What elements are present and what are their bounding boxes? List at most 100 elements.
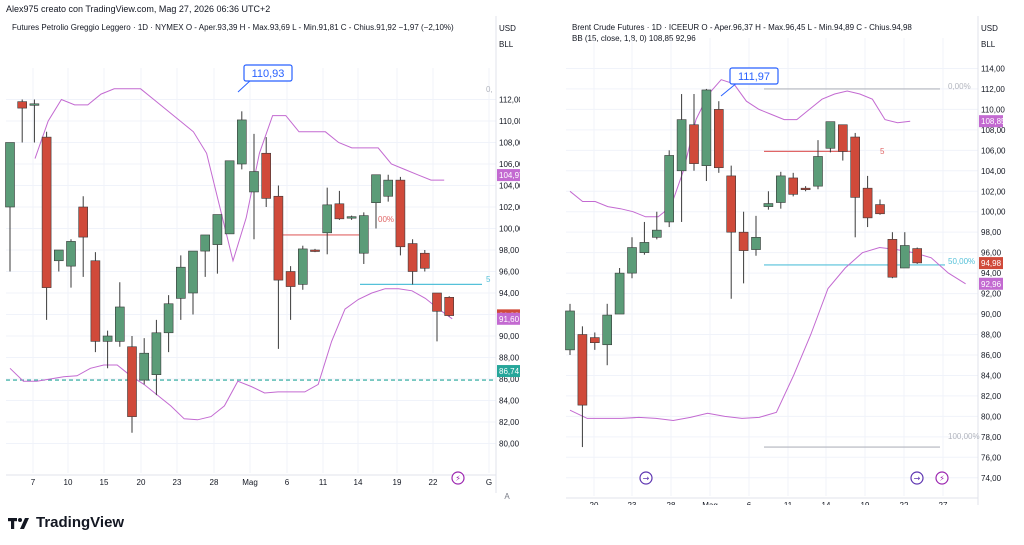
candle[interactable] — [53, 249, 64, 272]
price-tag: 92,96 — [979, 277, 1003, 290]
candle[interactable] — [29, 99, 40, 143]
candle[interactable] — [115, 282, 125, 347]
candle[interactable] — [850, 132, 861, 238]
candle[interactable] — [151, 319, 162, 396]
event-icon-split[interactable]: → — [910, 471, 924, 485]
candle[interactable] — [689, 94, 699, 171]
x-tick-label: 27 — [939, 501, 948, 505]
bollinger-upper-band[interactable] — [34, 88, 445, 263]
candle[interactable] — [90, 252, 101, 353]
candle[interactable] — [577, 326, 588, 448]
chart-header: Futures Petrolio Greggio Leggero · 1D · … — [12, 23, 454, 32]
candle[interactable] — [652, 211, 662, 240]
candle[interactable] — [176, 255, 186, 320]
candle[interactable] — [444, 296, 455, 317]
candle[interactable] — [565, 303, 575, 355]
chart-panel-crude-oil[interactable]: Futures Petrolio Greggio Leggero · 1D · … — [0, 0, 520, 505]
candle[interactable] — [714, 101, 724, 173]
candle-body — [775, 175, 786, 203]
y-tick-label: 76,00 — [981, 453, 1002, 462]
candle[interactable] — [590, 332, 600, 350]
candle[interactable] — [899, 232, 910, 269]
x-tick-label: 22 — [900, 501, 909, 505]
y-tick-label: 78,00 — [981, 433, 1002, 442]
x-tick-label: 14 — [354, 478, 363, 487]
candle-body — [664, 155, 674, 223]
candle[interactable] — [139, 338, 149, 385]
candle[interactable] — [407, 239, 418, 285]
bollinger-lower-band[interactable] — [569, 246, 966, 422]
candle[interactable] — [78, 196, 88, 277]
candle[interactable] — [273, 185, 284, 349]
candle[interactable] — [212, 214, 223, 274]
candle[interactable] — [788, 172, 799, 197]
candle[interactable] — [41, 131, 52, 320]
candle[interactable] — [664, 150, 674, 228]
candle-body — [249, 171, 259, 193]
candle[interactable] — [602, 303, 612, 366]
candle-body — [285, 271, 296, 287]
candle[interactable] — [285, 266, 296, 320]
candle[interactable] — [334, 190, 345, 220]
candle[interactable] — [738, 211, 749, 284]
candle[interactable] — [200, 234, 210, 277]
candle[interactable] — [322, 187, 333, 255]
bollinger-upper-band[interactable] — [569, 79, 911, 218]
price-tag-text: 94,98 — [981, 259, 1002, 268]
candle-body — [432, 292, 442, 312]
candle[interactable] — [775, 171, 786, 209]
candle[interactable] — [875, 199, 885, 215]
candle[interactable] — [825, 121, 836, 153]
y-tick-label: 102,00 — [499, 203, 520, 212]
candle[interactable] — [66, 239, 76, 288]
candle[interactable] — [395, 176, 406, 256]
pane-label-a[interactable]: A — [504, 492, 510, 501]
candle[interactable] — [912, 247, 923, 264]
candle[interactable] — [837, 124, 848, 161]
candle[interactable] — [102, 330, 113, 369]
candle[interactable] — [862, 175, 873, 228]
candle[interactable] — [887, 232, 898, 279]
candle[interactable] — [346, 215, 357, 220]
event-icon-dividend[interactable]: ⚡ — [935, 471, 949, 485]
candle[interactable] — [627, 237, 637, 279]
candle-body — [273, 195, 284, 281]
candle[interactable] — [17, 99, 28, 143]
candle[interactable] — [639, 221, 650, 255]
callout-box — [729, 67, 779, 85]
candle[interactable] — [297, 245, 308, 290]
bollinger-lower-band[interactable] — [9, 288, 453, 421]
candle[interactable] — [676, 94, 687, 222]
candle[interactable] — [800, 186, 811, 192]
candle[interactable] — [261, 137, 272, 207]
candle[interactable] — [763, 191, 774, 210]
candle[interactable] — [813, 140, 823, 190]
candle-body — [800, 187, 811, 190]
candle[interactable] — [419, 250, 430, 272]
event-icon-split[interactable]: → — [639, 471, 653, 485]
candle[interactable] — [188, 250, 198, 315]
candle[interactable] — [224, 160, 235, 235]
candle[interactable] — [249, 133, 259, 240]
candle[interactable] — [432, 292, 442, 342]
candle[interactable] — [163, 295, 174, 353]
tradingview-logo[interactable]: TradingView — [8, 514, 124, 531]
price-tag-text: 108,85 — [981, 117, 1006, 126]
candle-body — [17, 101, 28, 109]
candle[interactable] — [5, 142, 15, 272]
candle[interactable] — [358, 212, 369, 264]
candle[interactable] — [127, 336, 137, 433]
max-price-callout[interactable]: 111,97 — [720, 67, 779, 97]
candle[interactable] — [371, 174, 381, 229]
candle[interactable] — [237, 111, 247, 170]
candle[interactable] — [701, 88, 712, 182]
max-price-callout[interactable]: 110,93 — [237, 64, 293, 93]
candle[interactable] — [614, 268, 625, 315]
event-icon-dividend[interactable]: ⚡ — [451, 471, 465, 485]
candle-body — [577, 334, 588, 406]
candle[interactable] — [310, 248, 320, 253]
candle[interactable] — [726, 165, 736, 299]
candle[interactable] — [751, 215, 761, 256]
candle[interactable] — [383, 174, 394, 202]
chart-panel-brent[interactable]: Brent Crude Futures · 1D · ICEEUR O - Ap… — [520, 0, 1024, 505]
